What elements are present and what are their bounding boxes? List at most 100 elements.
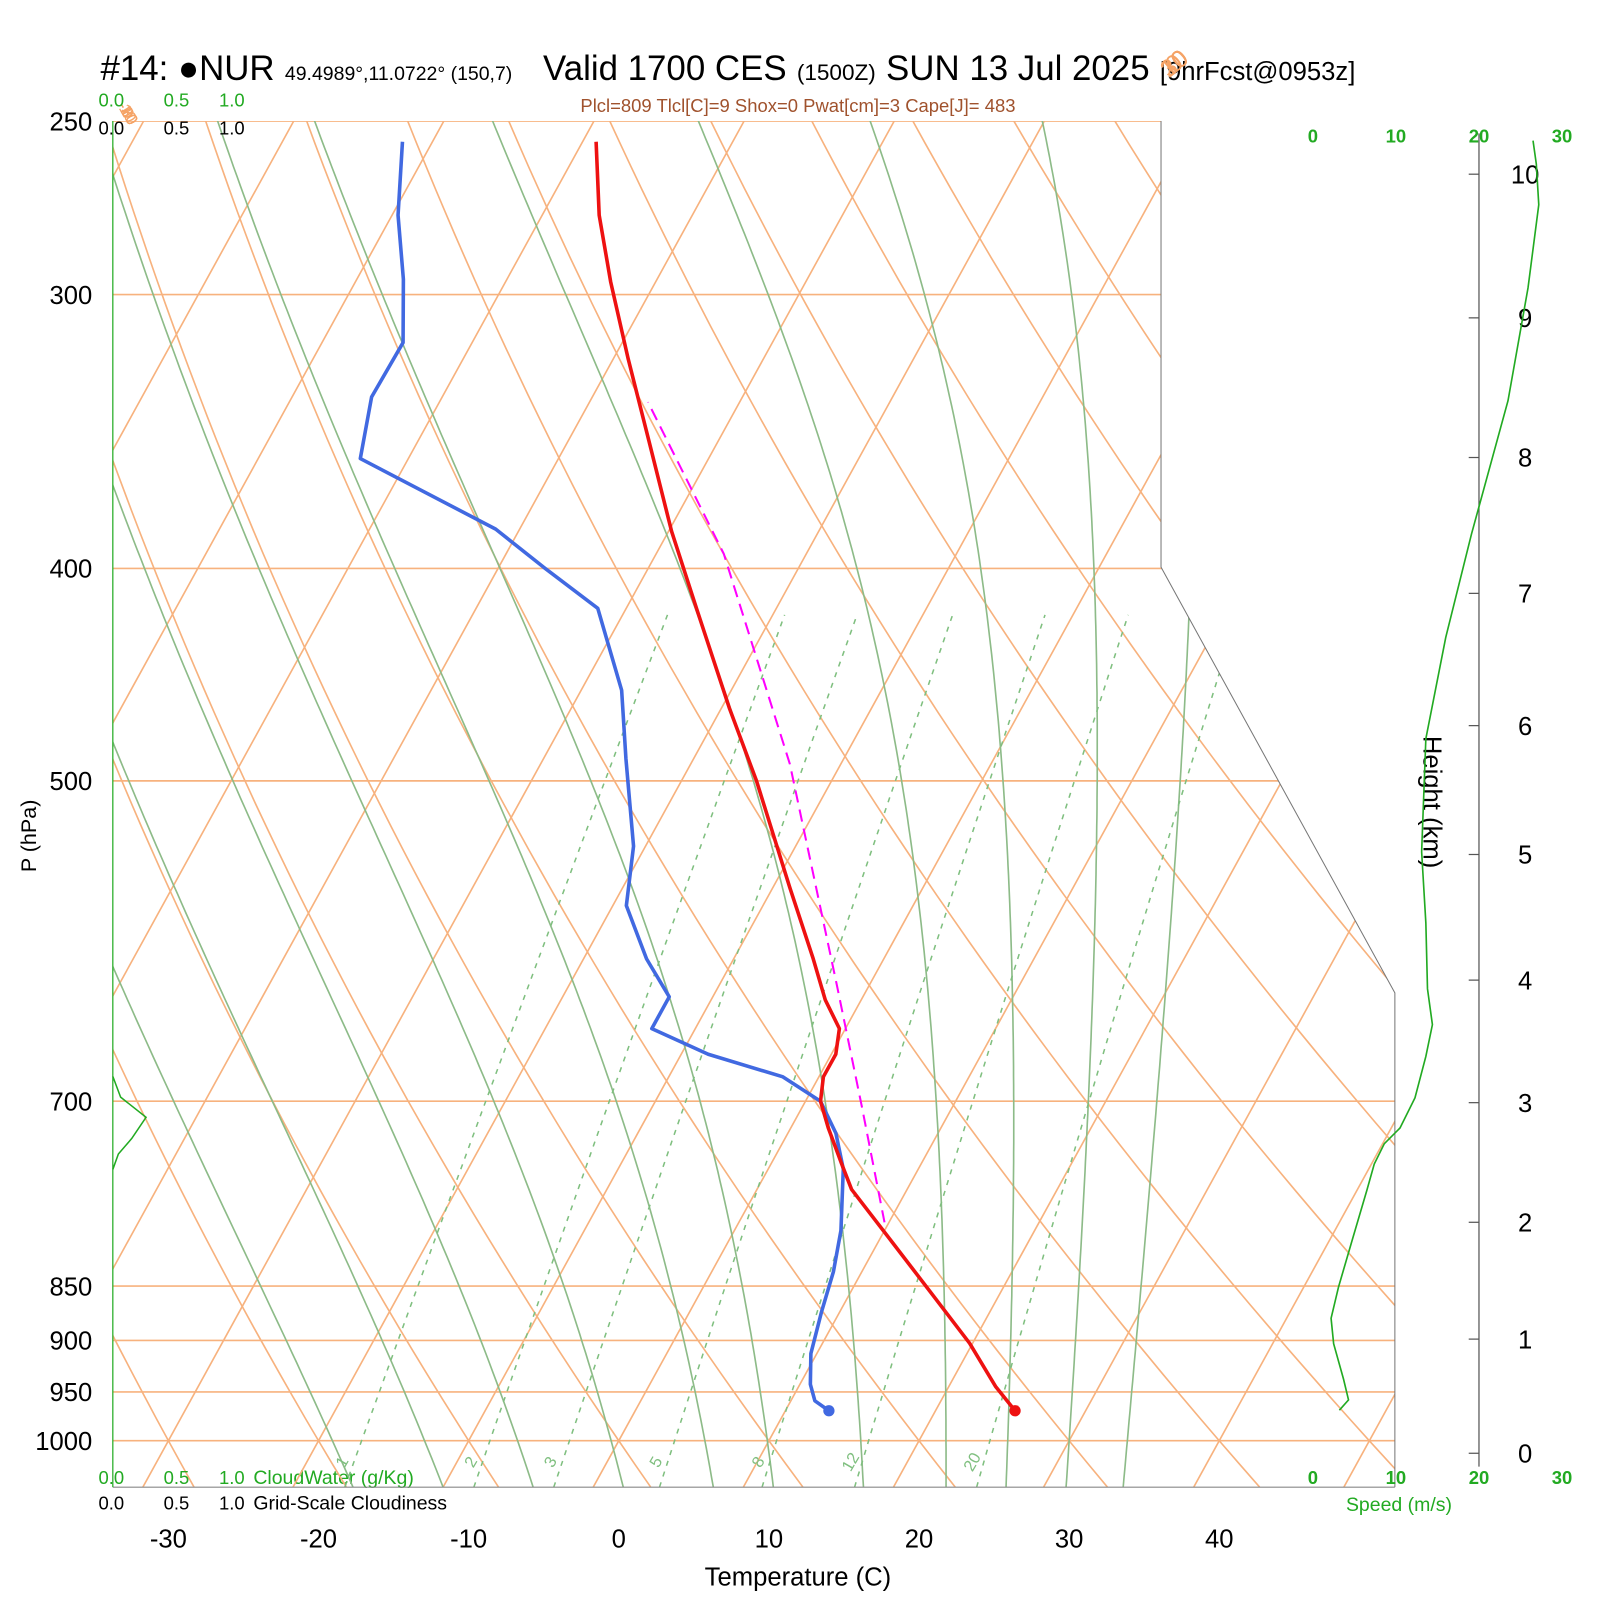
y2-tick-label: 0 [1518, 1440, 1532, 1468]
y2-tick-label: 4 [1518, 967, 1532, 995]
moist-adiabat [112, 121, 534, 1488]
cloudiness-tick-label: 0.0 [98, 117, 124, 138]
speed-tick-label: 30 [1552, 126, 1573, 147]
dry-adiabat [406, 121, 1261, 1488]
y-tick-label: 850 [50, 1273, 93, 1301]
mixing-ratio-line [473, 614, 786, 1488]
temperature-surface-dot [1009, 1405, 1021, 1417]
y-tick-label: 950 [50, 1379, 93, 1407]
y2-tick-label: 8 [1518, 445, 1532, 473]
x-tick-label: 10 [755, 1526, 784, 1554]
temperature-line [594, 141, 1017, 1412]
moist-adiabat [112, 121, 625, 1488]
y2-tick-label: 7 [1518, 581, 1532, 609]
title-valid: Valid 1700 CES [543, 49, 787, 88]
isotherm [442, 121, 1196, 1488]
moist-adiabat [112, 121, 354, 1488]
title-utc: (1500Z) [797, 60, 876, 85]
plot-boundary [1160, 121, 1396, 1488]
mixing-ratio-line [975, 614, 1239, 1488]
x-tick-label: 20 [905, 1526, 934, 1554]
mixing-ratio-line [853, 614, 1129, 1488]
y2-tick-label: 1 [1518, 1326, 1532, 1354]
isotherm [112, 121, 445, 1488]
dewpoint-line [358, 141, 846, 1413]
y-tick-label: 700 [50, 1088, 93, 1116]
isotherm [112, 121, 595, 1488]
dewpoint-surface-dot [823, 1405, 835, 1417]
cloudiness-label: Grid-Scale Cloudiness [253, 1493, 447, 1515]
speed-tick-label: 20 [1469, 1467, 1490, 1488]
speed-axis-label: Speed (m/s) [1346, 1494, 1452, 1516]
cloudwater-tick-label: 0.5 [164, 1467, 190, 1488]
cloudwater-tick-label: 0.0 [98, 1467, 124, 1488]
x-tick-label: -30 [150, 1526, 187, 1554]
isotherm [112, 121, 295, 1488]
x-tick-label: 30 [1055, 1526, 1084, 1554]
y2-tick-label: 2 [1518, 1210, 1532, 1238]
chart-title: #14: ●NUR 49.4989°,11.0722° (150,7) Valid … [101, 49, 1356, 88]
y-tick-label: 250 [50, 108, 93, 136]
mixing-ratio-line [553, 614, 858, 1488]
dry-adiabat [608, 121, 1395, 1488]
y-tick-label: 900 [50, 1328, 93, 1356]
dry-adiabat [1013, 121, 1395, 1488]
x-tick-label: 40 [1205, 1526, 1234, 1554]
moist-adiabat [1038, 121, 1099, 1488]
moist-adiabat [692, 121, 947, 1488]
isotherm [1192, 121, 1395, 1488]
moist-adiabat [487, 121, 865, 1488]
y2-tick-label: 3 [1518, 1090, 1532, 1118]
cloudiness-tick-label: 0.5 [164, 1493, 190, 1514]
cloudwater-line [112, 1076, 148, 1170]
dry-adiabat [112, 121, 652, 1488]
dry-adiabat [507, 121, 1395, 1488]
y-tick-label: 300 [50, 282, 93, 310]
dry-adiabat [204, 121, 956, 1488]
speed-tick-label: 0 [1308, 126, 1318, 147]
speed-line [1330, 140, 1540, 1411]
speed-tick-label: 30 [1552, 1467, 1573, 1488]
cloudwater-tick-label: 0.0 [98, 90, 124, 111]
isotherm [892, 121, 1395, 1488]
y2-tick-label: 5 [1518, 842, 1532, 870]
cloudiness-tick-label: 0.0 [98, 1493, 124, 1514]
speed-tick-label: 0 [1308, 1467, 1318, 1488]
isotherm [142, 121, 895, 1488]
parcel-line [647, 401, 886, 1223]
y-tick-label: 500 [50, 768, 93, 796]
isotherm [292, 121, 1046, 1488]
cloudwater-label: CloudWater (g/Kg) [253, 1467, 413, 1489]
dry-adiabat [710, 121, 1395, 1488]
cloudiness-tick-label: 1.0 [219, 117, 245, 138]
title-location: 49.4989°,11.0722° (150,7) [285, 63, 512, 85]
isotherm [112, 121, 745, 1488]
x-tick-label: 0 [612, 1526, 626, 1554]
cloudwater-tick-label: 1.0 [219, 90, 245, 111]
y-axis-label: P (hPa) [17, 800, 41, 873]
isotherm [1042, 121, 1395, 1488]
cloudiness-tick-label: 0.5 [164, 117, 190, 138]
speed-tick-label: 20 [1469, 126, 1490, 147]
y-tick-label: 400 [50, 556, 93, 584]
speed-tick-label: 10 [1386, 1467, 1407, 1488]
moist-adiabat [865, 121, 1015, 1488]
x-tick-label: -10 [450, 1526, 487, 1554]
x-axis-label: Temperature (C) [705, 1564, 892, 1592]
dry-adiabat [112, 121, 348, 1488]
moist-adiabat [212, 121, 715, 1488]
y2-tick-label: 10 [1511, 161, 1540, 189]
subtitle: Plcl=809 Tlcl[C]=9 Shox=0 Pwat[cm]=3 Cap… [580, 95, 1015, 116]
x-tick-label: -20 [300, 1526, 337, 1554]
cloudiness-tick-label: 1.0 [219, 1493, 245, 1514]
title-date: SUN 13 Jul 2025 [886, 49, 1150, 88]
title-station: #14: ●NUR [101, 49, 275, 88]
title-forecast: [9hrFcst@0953z] [1160, 58, 1356, 86]
cloudwater-tick-label: 1.0 [219, 1467, 245, 1488]
cloudwater-tick-label: 0.5 [164, 90, 190, 111]
dry-adiabat [112, 121, 500, 1488]
mixing-ratio-line [344, 614, 669, 1488]
dry-adiabat [112, 121, 804, 1488]
